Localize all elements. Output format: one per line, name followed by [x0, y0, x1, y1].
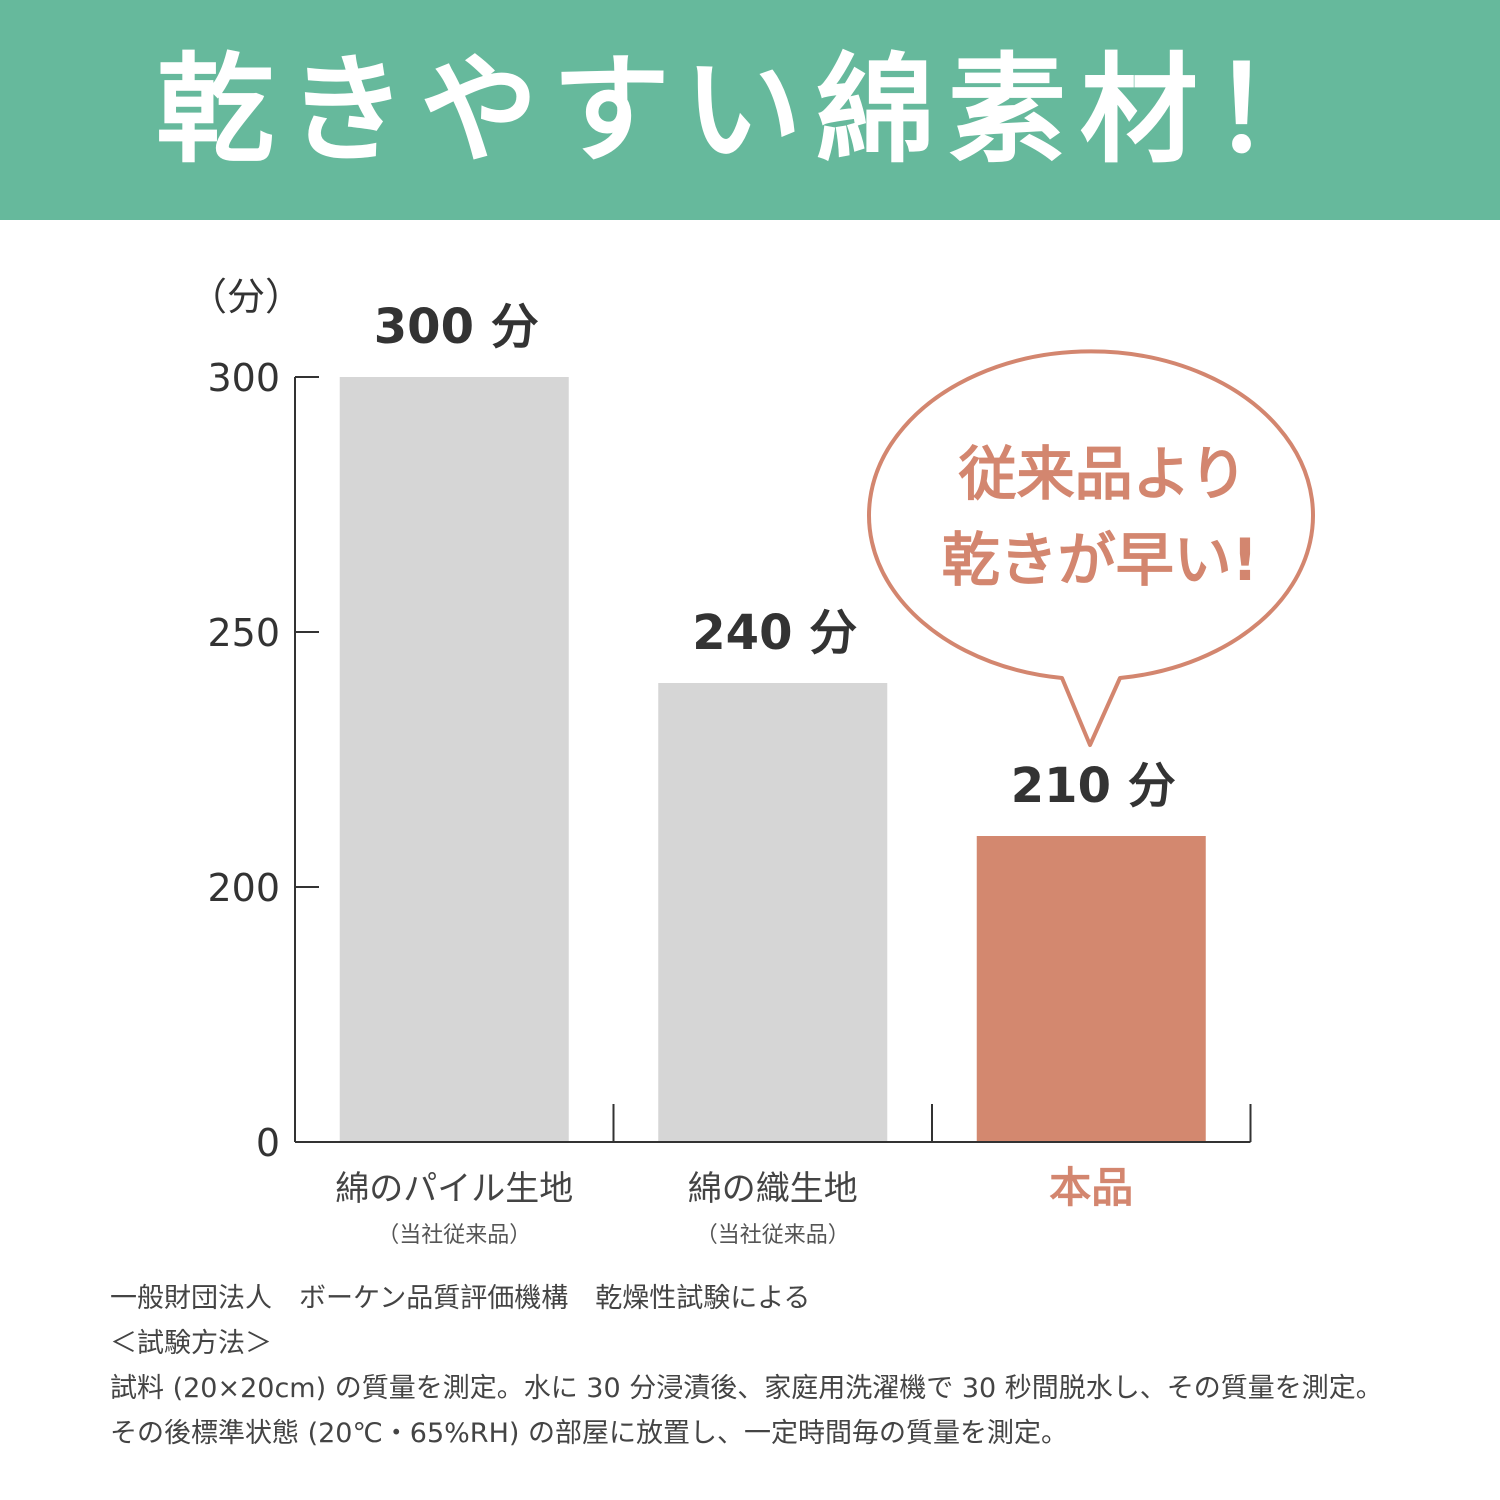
callout-line-2: 乾きが早い! — [942, 526, 1258, 594]
category-note-1: （当社従来品） — [696, 1223, 850, 1248]
bar-1 — [658, 683, 888, 1142]
y-tick-label-200: 200 — [207, 866, 280, 910]
y-tick-label-300: 300 — [207, 356, 280, 400]
bar-chart: 従来品より 乾きが早い! （分） 0 200 250 300 300 分綿のパイル生地… — [189, 275, 1315, 1248]
category-label-2: 本品 — [1049, 1163, 1133, 1212]
category-note-0: （当社従来品） — [377, 1223, 531, 1248]
value-label-1: 240 分 — [692, 605, 857, 661]
test-notes: 一般財団法人 ボーケン品質評価機構 乾燥性試験による ＜試験方法＞ 試料 (20… — [110, 1276, 1440, 1456]
y-tick-label-0: 0 — [256, 1121, 280, 1165]
notes-method-heading: ＜試験方法＞ — [110, 1328, 272, 1359]
bar-2 — [976, 836, 1206, 1142]
callout-bubble-shape — [867, 349, 1315, 747]
callout-bubble: 従来品より 乾きが早い! — [867, 349, 1315, 747]
callout-line-1: 従来品より — [958, 440, 1248, 508]
value-label-0: 300 分 — [374, 299, 539, 355]
value-label-2: 210 分 — [1011, 758, 1176, 814]
category-label-1: 綿の織生地 — [688, 1169, 858, 1209]
notes-method-line-2: その後標準状態 (20℃・65%RH) の部屋に放置し、一定時間毎の質量を測定。 — [110, 1418, 1068, 1449]
page-title: 乾きやすい綿素材！ — [155, 41, 1344, 179]
notes-source: 一般財団法人 ボーケン品質評価機構 乾燥性試験による — [110, 1283, 811, 1314]
bar-0 — [339, 377, 569, 1142]
y-tick-label-250: 250 — [207, 611, 280, 655]
category-label-0: 綿のパイル生地 — [335, 1169, 573, 1209]
header-banner: 乾きやすい綿素材！ — [0, 0, 1500, 220]
y-axis-unit-label: （分） — [189, 275, 303, 319]
notes-method-line-1: 試料 (20×20cm) の質量を測定。水に 30 分浸漬後、家庭用洗濯機で 3… — [110, 1373, 1383, 1404]
